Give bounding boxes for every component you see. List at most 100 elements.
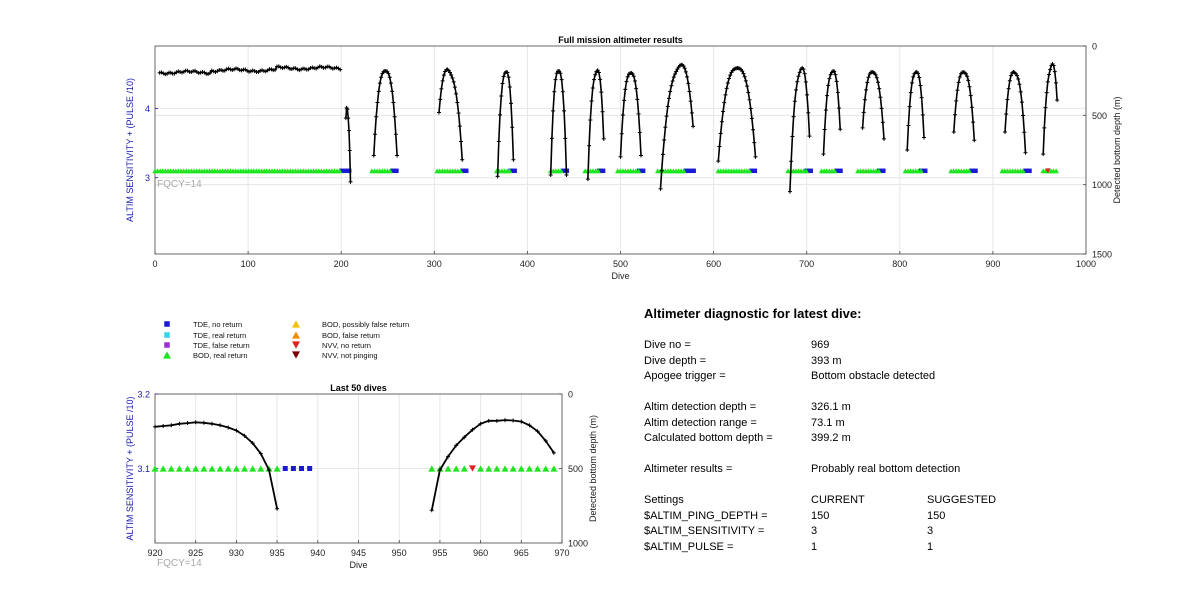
dive-depth-arch bbox=[1004, 71, 1027, 153]
setting-row: $ALTIM_PING_DEPTH = 150 150 bbox=[644, 509, 1064, 525]
dive-depth-point bbox=[1007, 78, 1012, 83]
bottom-depth-point bbox=[228, 67, 233, 72]
calculated-bottom-depth-label: Calculated bottom depth = bbox=[644, 432, 773, 444]
dive-depth-point bbox=[1022, 130, 1027, 135]
dive-depth-point bbox=[598, 77, 603, 82]
dive-depth-point bbox=[486, 418, 491, 423]
dive-depth-point bbox=[585, 177, 590, 182]
setting-suggested: 150 bbox=[927, 509, 946, 522]
dive-depth-point bbox=[452, 85, 457, 90]
legend-marker bbox=[163, 351, 171, 359]
dive-depth-point bbox=[792, 99, 797, 104]
dive-depth-point bbox=[687, 89, 692, 94]
x-tick-label: 925 bbox=[188, 548, 203, 558]
setting-name: $ALTIM_SENSITIVITY = bbox=[644, 525, 765, 537]
dive-depth-point bbox=[724, 86, 729, 91]
dive-depth-point bbox=[803, 79, 808, 84]
dive-depth-point bbox=[748, 106, 753, 111]
bottom-depth-point bbox=[211, 69, 216, 74]
tde-no-return-marker bbox=[282, 466, 288, 471]
dive-depth-point bbox=[388, 81, 393, 86]
dive-no-label: Dive no = bbox=[644, 339, 691, 351]
bottom-depth-point bbox=[163, 72, 168, 77]
dive-depth-point bbox=[675, 67, 680, 72]
y2-tick-label: 0 bbox=[568, 390, 573, 400]
dive-depth-point bbox=[478, 421, 483, 426]
bottom-depth-point bbox=[226, 66, 231, 71]
last-50-dives-chart: 920 925 930 935 940 945 950 955 960 965 970 3.1 3.2 0… bbox=[125, 383, 598, 570]
dive-depth-point bbox=[972, 138, 977, 143]
dive-depth-point bbox=[662, 137, 667, 142]
tde-no-return-marker bbox=[922, 168, 928, 174]
bod-real-return-marker bbox=[216, 465, 224, 472]
dive-depth-point bbox=[747, 97, 752, 102]
dive-depth-point bbox=[740, 69, 745, 74]
x-tick-label: 955 bbox=[432, 548, 447, 558]
bottom-depth-point bbox=[338, 67, 343, 72]
y2-tick-label: 0 bbox=[1092, 42, 1097, 52]
dive-depth-point bbox=[877, 86, 882, 91]
dive-depth-point bbox=[749, 116, 754, 121]
dive-depth-point bbox=[386, 71, 391, 76]
dive-depth-point bbox=[673, 72, 678, 77]
bottom-depth-point bbox=[278, 65, 283, 70]
y2-tick-label: 1000 bbox=[1092, 180, 1112, 190]
dive-depth-point bbox=[509, 101, 513, 106]
dive-depth-point bbox=[668, 89, 673, 94]
dive-depth-point bbox=[226, 425, 231, 430]
dive-depth-point bbox=[505, 70, 510, 75]
dive-depth-arch bbox=[549, 70, 568, 176]
dive-depth-point bbox=[459, 139, 464, 144]
dive-depth-point bbox=[658, 186, 663, 191]
dive-depth-point bbox=[827, 76, 832, 81]
bod-real-return-marker bbox=[460, 465, 468, 472]
bottom-depth-point bbox=[289, 67, 294, 72]
bod-real-return-marker bbox=[428, 465, 436, 472]
x-tick-label: 700 bbox=[799, 259, 814, 269]
bod-real-return-marker bbox=[192, 465, 200, 472]
legend-label: BOD, false return bbox=[322, 331, 380, 340]
dive-depth-point bbox=[919, 95, 924, 100]
chart-title: Full mission altimeter results bbox=[558, 35, 683, 45]
dive-depth-point bbox=[717, 144, 722, 149]
dive-depth-point bbox=[348, 179, 353, 184]
dive-depth-point bbox=[596, 70, 601, 75]
dive-depth-point bbox=[719, 119, 724, 124]
dive-depth-point bbox=[153, 424, 157, 429]
bod-real-return-marker bbox=[595, 168, 601, 174]
dive-depth-arch bbox=[717, 67, 757, 162]
dive-depth-point bbox=[560, 89, 565, 94]
dive-depth-point bbox=[455, 100, 460, 105]
dive-depth-point bbox=[1004, 111, 1009, 116]
bottom-depth-point bbox=[207, 71, 212, 76]
dive-depth-point bbox=[1053, 80, 1058, 85]
bottom-depth-point bbox=[200, 69, 205, 74]
bottom-depth-point bbox=[258, 68, 263, 73]
dive-depth-point bbox=[1041, 152, 1046, 157]
dive-depth-point bbox=[822, 127, 827, 132]
dive-depth-point bbox=[908, 90, 913, 95]
dive-no-row: Dive no = 969 bbox=[644, 338, 1064, 354]
dive-depth-point bbox=[376, 89, 381, 94]
bottom-depth-point bbox=[269, 67, 274, 72]
dive-depth-point bbox=[796, 74, 801, 79]
dive-depth-point bbox=[438, 97, 443, 102]
dive-depth-point bbox=[161, 424, 166, 429]
bottom-depth-point bbox=[248, 69, 253, 74]
dive-depth-point bbox=[511, 418, 516, 423]
dive-depth-point bbox=[558, 71, 563, 76]
dive-depth-point bbox=[553, 77, 558, 82]
bod-real-return-marker bbox=[635, 168, 642, 174]
x-tick-label: 400 bbox=[520, 259, 535, 269]
legend-label: TDE, real return bbox=[193, 331, 246, 340]
dive-depth-point bbox=[674, 69, 679, 74]
dive-depth-arch bbox=[822, 70, 841, 155]
bod-real-return-marker bbox=[200, 465, 208, 472]
dive-depth-point bbox=[725, 80, 730, 85]
dive-depth-point bbox=[500, 81, 505, 86]
dive-depth-point bbox=[794, 87, 799, 92]
dive-depth-point bbox=[495, 174, 500, 179]
dive-depth-point bbox=[685, 74, 690, 79]
dive-depth-point bbox=[683, 69, 688, 74]
